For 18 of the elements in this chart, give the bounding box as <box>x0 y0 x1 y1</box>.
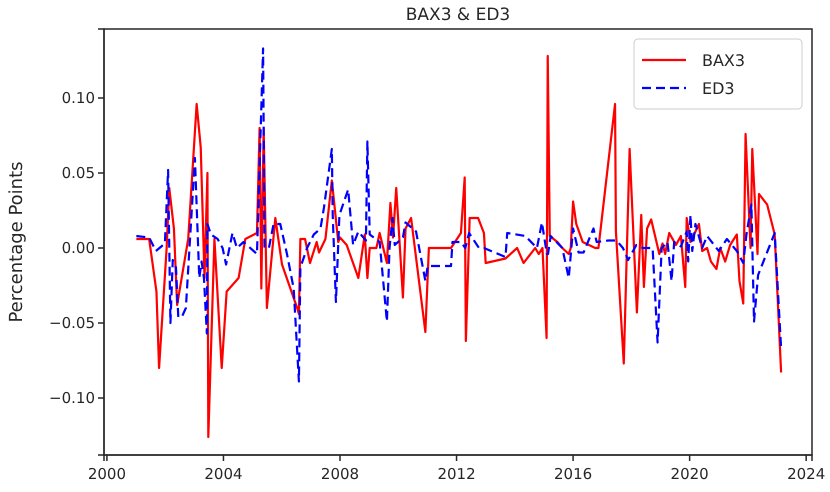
y-tick-label: −0.05 <box>49 314 95 332</box>
legend-label: BAX3 <box>702 51 746 70</box>
legend-label: ED3 <box>702 79 735 98</box>
x-tick-label: 2020 <box>670 465 709 483</box>
x-tick-label: 2012 <box>437 465 476 483</box>
x-tick-label: 2008 <box>320 465 360 483</box>
y-tick-label: −0.10 <box>49 388 95 407</box>
x-tick-label: 2024 <box>787 465 826 483</box>
line-series <box>135 47 782 383</box>
x-tick-label: 2016 <box>554 465 592 483</box>
chart-title: BAX3 & ED3 <box>406 5 510 25</box>
x-tick-label: 2000 <box>88 465 126 483</box>
x-tick-label: 2004 <box>204 465 243 483</box>
y-tick-label: 0.10 <box>62 88 95 107</box>
line-series <box>135 54 782 438</box>
y-tick-label: 0.00 <box>62 238 95 257</box>
y-axis-title: Percentage Points <box>6 161 27 323</box>
y-tick-label: 0.05 <box>62 164 95 182</box>
